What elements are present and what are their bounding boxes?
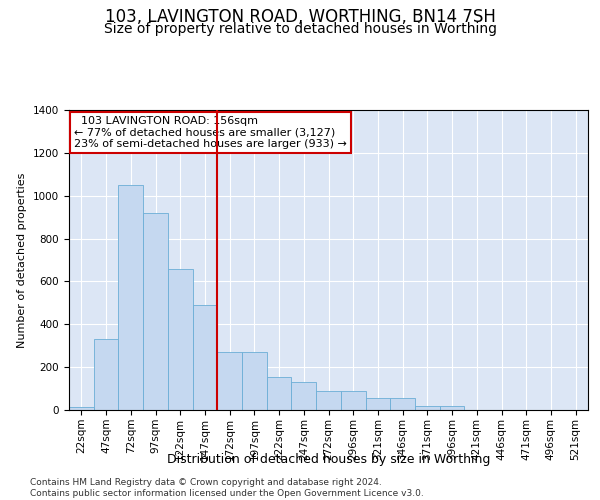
Text: Distribution of detached houses by size in Worthing: Distribution of detached houses by size … (167, 452, 490, 466)
Bar (316, 390, 341, 410)
Bar (440, 406, 464, 410)
Bar (193, 305, 217, 410)
Bar (94, 340, 118, 410)
Text: 103, LAVINGTON ROAD, WORTHING, BN14 7SH: 103, LAVINGTON ROAD, WORTHING, BN14 7SH (104, 8, 496, 26)
Bar (267, 377, 292, 410)
Bar (143, 213, 168, 410)
Bar (341, 390, 365, 410)
Y-axis label: Number of detached properties: Number of detached properties (17, 172, 28, 348)
Text: Contains HM Land Registry data © Crown copyright and database right 2024.
Contai: Contains HM Land Registry data © Crown c… (30, 478, 424, 498)
Bar (118, 185, 143, 410)
Bar (69, 407, 94, 410)
Bar (242, 352, 267, 410)
Bar (292, 382, 316, 410)
Bar (365, 398, 390, 410)
Bar (415, 406, 440, 410)
Bar (168, 268, 193, 410)
Bar (217, 352, 242, 410)
Text: Size of property relative to detached houses in Worthing: Size of property relative to detached ho… (104, 22, 497, 36)
Text: 103 LAVINGTON ROAD: 156sqm
← 77% of detached houses are smaller (3,127)
23% of s: 103 LAVINGTON ROAD: 156sqm ← 77% of deta… (74, 116, 347, 149)
Bar (390, 398, 415, 410)
